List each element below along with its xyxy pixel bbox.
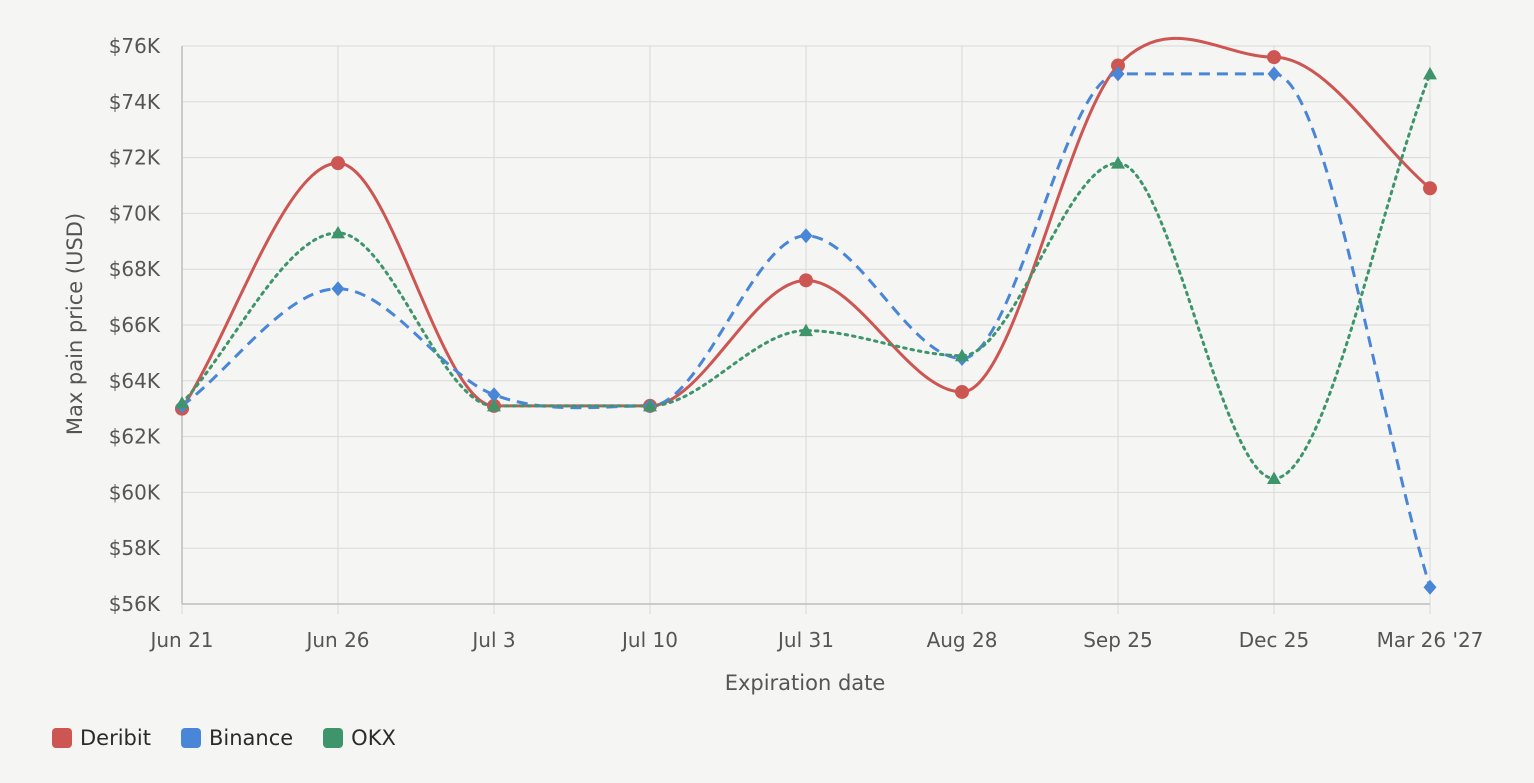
y-tick-label: $72K (109, 146, 161, 170)
data-point-deribit[interactable] (955, 384, 969, 399)
x-tick-label: Jul 3 (470, 628, 515, 652)
legend-item-okx[interactable]: OKX (323, 726, 396, 750)
legend-swatch-deribit (52, 728, 72, 748)
y-tick-label: $74K (109, 90, 161, 114)
data-point-binance[interactable] (799, 228, 813, 244)
data-point-deribit[interactable] (1423, 181, 1437, 196)
data-point-binance[interactable] (1423, 579, 1437, 595)
legend-label-binance: Binance (208, 726, 294, 750)
data-point-okx[interactable] (487, 398, 501, 412)
legend-label-okx: OKX (351, 726, 396, 750)
legend-swatch-binance (180, 728, 201, 748)
data-point-binance[interactable] (331, 281, 345, 297)
y-tick-label: $70K (109, 201, 161, 225)
data-point-deribit[interactable] (1267, 50, 1281, 65)
series-line-binance (181, 72, 1432, 588)
legend-label-deribit: Deribit (80, 726, 151, 750)
data-point-binance[interactable] (487, 387, 501, 403)
y-axis-ticks: $56K $58K $60K $62K $64K $66K $68K $70K $72K $74K… (109, 34, 161, 616)
y-tick-label: $76K (109, 34, 161, 58)
data-point-binance[interactable] (1111, 66, 1125, 82)
y-tick-label: $68K (109, 257, 161, 281)
data-point-okx[interactable] (955, 348, 969, 362)
legend-item-deribit[interactable]: Deribit (52, 726, 151, 750)
series-markers (175, 50, 1437, 595)
x-tick-label: Jul 31 (776, 628, 834, 652)
legend-swatch-okx (323, 728, 344, 748)
legend: Deribit Binance OKX (52, 726, 396, 750)
x-tick-label: Jul 10 (620, 628, 678, 652)
x-tick-label: Sep 25 (1083, 628, 1153, 652)
legend-item-binance[interactable]: Binance (180, 726, 294, 750)
data-point-okx[interactable] (1423, 66, 1437, 80)
x-axis-label: Expiration date (725, 671, 886, 695)
data-point-okx[interactable] (643, 398, 657, 412)
y-tick-label: $60K (109, 480, 161, 504)
data-point-deribit[interactable] (799, 273, 813, 288)
data-point-binance[interactable] (1267, 66, 1281, 82)
x-tick-label: Jun 21 (148, 628, 213, 652)
y-tick-label: $62K (109, 425, 161, 449)
x-tick-label: Jun 26 (304, 628, 369, 652)
x-tick-label: Aug 28 (927, 628, 998, 652)
x-tick-label: Mar 26 '27 (1377, 628, 1484, 652)
data-point-okx[interactable] (175, 396, 189, 409)
y-tick-label: $66K (109, 313, 161, 337)
x-axis-ticks: Jun 21 Jun 26 Jul 3 Jul 10 Jul 31 Aug 28 Sep 2… (148, 628, 1483, 652)
y-tick-label: $58K (109, 536, 161, 560)
data-point-okx[interactable] (1111, 156, 1125, 169)
data-point-okx[interactable] (799, 323, 813, 337)
x-tick-label: Dec 25 (1239, 628, 1310, 652)
y-tick-label: $64K (109, 369, 161, 393)
y-tick-label: $56K (109, 592, 161, 616)
y-axis-label: Max pain price (USD) (63, 213, 87, 435)
data-point-deribit[interactable] (1111, 58, 1125, 73)
data-point-okx[interactable] (331, 225, 345, 239)
data-point-deribit[interactable] (331, 156, 345, 171)
data-point-okx[interactable] (1267, 471, 1281, 484)
